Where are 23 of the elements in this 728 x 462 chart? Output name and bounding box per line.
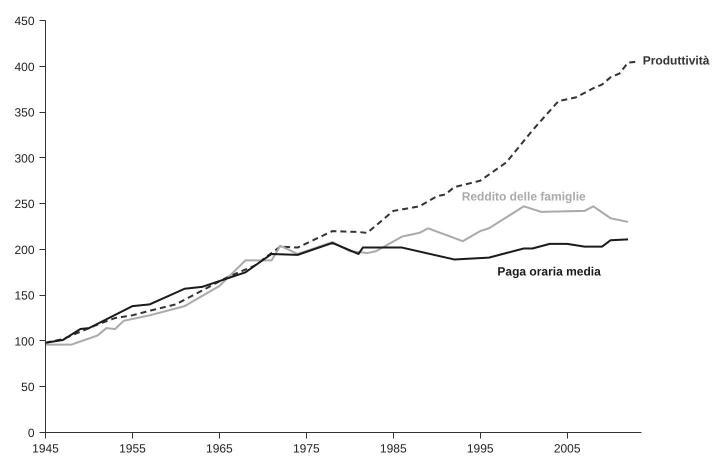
y-tick-label: 100 [14, 334, 35, 348]
line-series [46, 238, 630, 344]
y-tick-label: 200 [14, 242, 35, 257]
x-tick-label: 1945 [32, 442, 60, 456]
y-tick-label: 350 [14, 106, 35, 120]
x-tick-label: 1955 [119, 442, 146, 456]
series-label: Paga oraria media [497, 264, 602, 278]
series-label: Reddito delle famiglie [462, 189, 586, 204]
y-tick-label: 0 [28, 426, 35, 440]
series-label: Produttività [642, 54, 710, 68]
line-series [46, 205, 630, 346]
x-tick-label: 1975 [292, 442, 320, 456]
y-tick-label: 150 [14, 288, 35, 303]
y-tick-label: 450 [14, 14, 35, 28]
x-tick-label: 1965 [206, 442, 234, 456]
x-tick-label: 1995 [466, 442, 494, 456]
y-tick-label: 250 [14, 197, 35, 212]
x-tick-label: 2005 [554, 442, 581, 456]
x-tick-label: 1985 [380, 442, 407, 456]
y-tick-label: 400 [14, 60, 35, 74]
y-tick-label: 300 [14, 151, 35, 166]
y-tick-label: 50 [21, 380, 35, 394]
line-series [46, 60, 638, 344]
